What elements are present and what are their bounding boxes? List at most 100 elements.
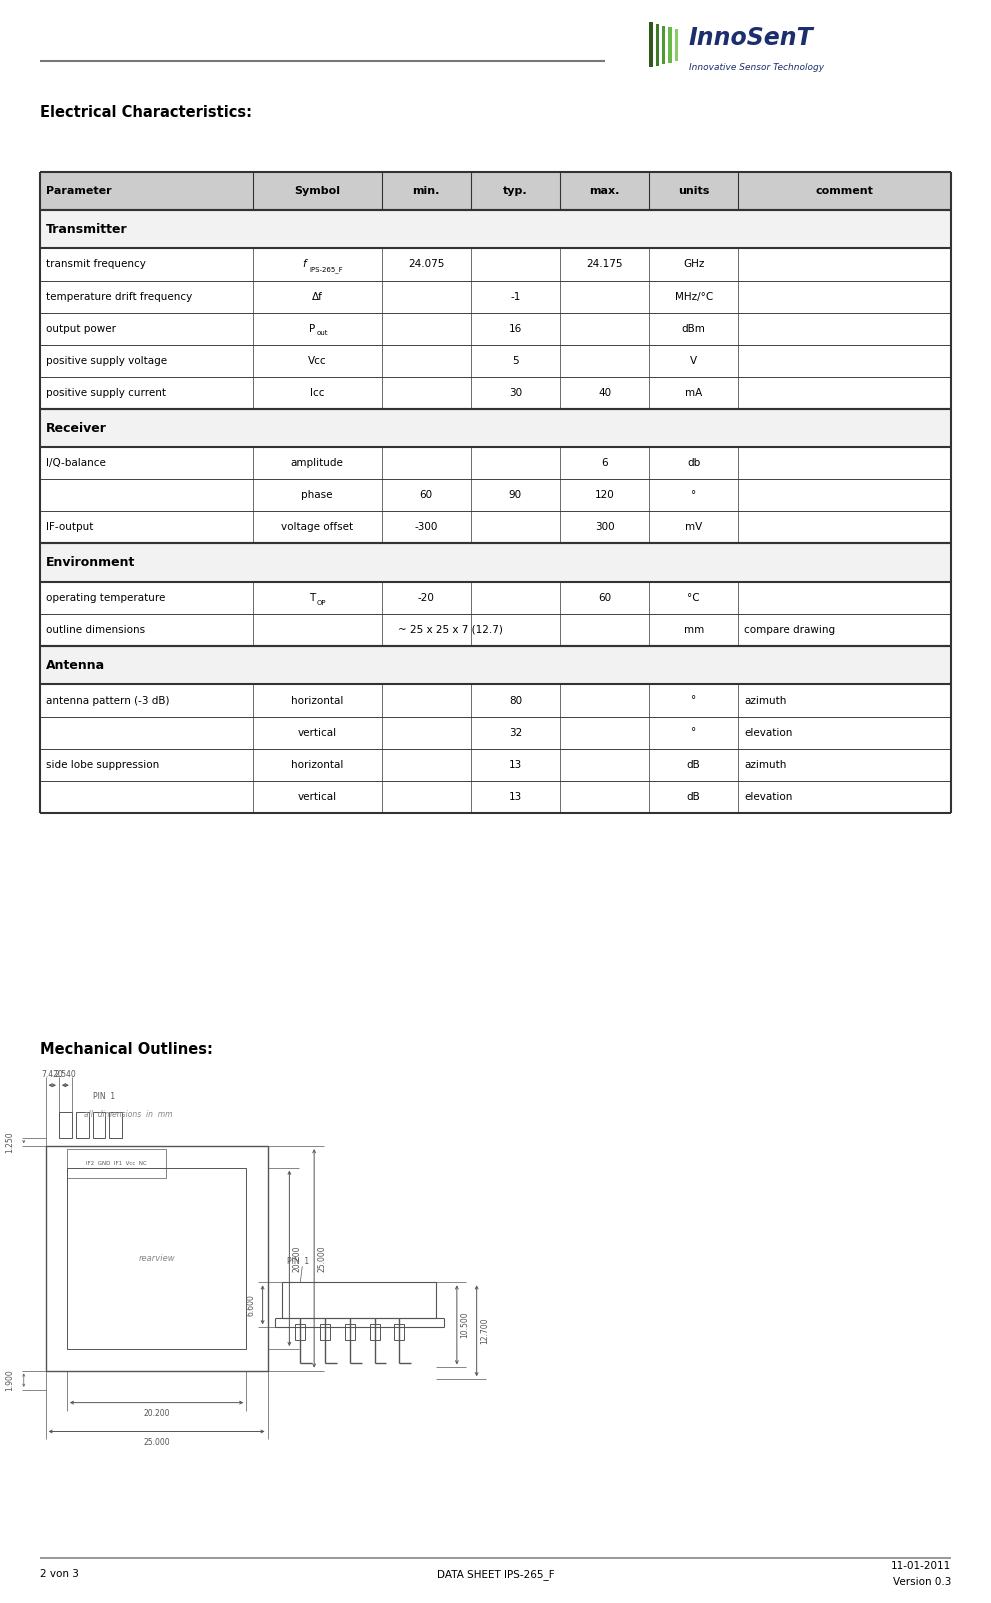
Text: ~ 25 x 25 x 7 (12.7): ~ 25 x 25 x 7 (12.7) [398, 625, 503, 635]
Text: dBm: dBm [682, 324, 706, 333]
Text: GHz: GHz [683, 260, 705, 269]
Text: Transmitter: Transmitter [46, 223, 127, 236]
Text: dB: dB [687, 792, 701, 802]
Text: temperature drift frequency: temperature drift frequency [46, 292, 192, 301]
Text: Vcc: Vcc [308, 356, 326, 365]
Text: 40: 40 [598, 388, 611, 398]
Text: Δf: Δf [312, 292, 322, 301]
Text: 24.075: 24.075 [408, 260, 444, 269]
Text: I/Q-balance: I/Q-balance [46, 458, 105, 468]
Bar [370, 1324, 380, 1340]
Text: output power: output power [46, 324, 116, 333]
Bar [320, 1324, 330, 1340]
Text: Icc: Icc [310, 388, 324, 398]
Text: typ.: typ. [503, 186, 527, 196]
Bar [40, 511, 951, 543]
Bar [40, 409, 951, 447]
Bar [40, 543, 951, 582]
Bar [394, 1324, 404, 1340]
Text: 1.250: 1.250 [5, 1132, 15, 1153]
Text: db: db [687, 458, 701, 468]
Bar [675, 29, 678, 61]
Bar [649, 22, 652, 67]
Text: PIN  1: PIN 1 [92, 1092, 115, 1101]
Text: mA: mA [685, 388, 703, 398]
Bar [40, 345, 951, 377]
Text: elevation: elevation [744, 792, 793, 802]
Text: horizontal: horizontal [291, 760, 343, 769]
Text: min.: min. [412, 186, 440, 196]
Text: comment: comment [816, 186, 874, 196]
Bar [40, 646, 951, 684]
Bar [282, 1282, 436, 1318]
Text: antenna pattern (-3 dB): antenna pattern (-3 dB) [46, 696, 169, 705]
Text: 12.700: 12.700 [480, 1318, 490, 1343]
Text: OP: OP [316, 600, 326, 606]
Text: 300: 300 [595, 523, 614, 532]
Text: side lobe suppression: side lobe suppression [46, 760, 159, 769]
Text: T: T [309, 593, 315, 603]
Bar [345, 1324, 355, 1340]
Bar [40, 172, 951, 210]
Text: -1: -1 [510, 292, 520, 301]
Text: 20.200: 20.200 [292, 1246, 302, 1271]
Text: transmit frequency: transmit frequency [46, 260, 146, 269]
Text: DATA SHEET IPS-265_F: DATA SHEET IPS-265_F [437, 1569, 554, 1579]
Text: voltage offset: voltage offset [281, 523, 353, 532]
Text: Parameter: Parameter [46, 186, 111, 196]
Text: IF2  GND  IF1  Vcc  NC: IF2 GND IF1 Vcc NC [86, 1161, 147, 1167]
Text: °: ° [691, 491, 697, 500]
Bar [40, 377, 951, 409]
Text: 25.000: 25.000 [317, 1246, 327, 1271]
Text: Electrical Characteristics:: Electrical Characteristics: [40, 104, 252, 120]
Text: phase: phase [301, 491, 333, 500]
Text: azimuth: azimuth [744, 760, 787, 769]
Text: 25.000: 25.000 [144, 1438, 169, 1448]
Text: 5: 5 [512, 356, 518, 365]
Bar [40, 614, 951, 646]
Bar [40, 248, 951, 281]
Text: °: ° [691, 728, 697, 737]
Bar [40, 313, 951, 345]
Text: Innovative Sensor Technology: Innovative Sensor Technology [689, 63, 824, 72]
Bar [668, 27, 672, 63]
Bar [67, 1149, 165, 1178]
Text: 30: 30 [508, 388, 522, 398]
Text: amplitude: amplitude [290, 458, 344, 468]
Text: IF-output: IF-output [46, 523, 93, 532]
Text: Antenna: Antenna [46, 659, 105, 672]
Bar [40, 749, 951, 781]
Text: mm: mm [684, 625, 704, 635]
Bar [40, 210, 951, 248]
Text: 6.600: 6.600 [246, 1294, 256, 1316]
Bar [58, 1112, 71, 1138]
Bar [109, 1112, 122, 1138]
Text: elevation: elevation [744, 728, 793, 737]
Text: f: f [302, 260, 306, 269]
Text: Receiver: Receiver [46, 422, 106, 434]
Text: horizontal: horizontal [291, 696, 343, 705]
Text: operating temperature: operating temperature [46, 593, 165, 603]
Text: units: units [678, 186, 710, 196]
Text: compare drawing: compare drawing [744, 625, 835, 635]
Bar [40, 717, 951, 749]
Text: positive supply voltage: positive supply voltage [46, 356, 166, 365]
Text: 6: 6 [602, 458, 607, 468]
Bar [67, 1167, 246, 1350]
Bar [656, 24, 659, 66]
Text: 16: 16 [508, 324, 522, 333]
Text: 2.540: 2.540 [55, 1069, 76, 1079]
Text: 20.200: 20.200 [144, 1409, 169, 1419]
Text: vertical: vertical [297, 792, 337, 802]
Text: 2 von 3: 2 von 3 [40, 1569, 78, 1579]
Text: 13: 13 [508, 760, 522, 769]
Text: InnoSenT: InnoSenT [689, 27, 814, 50]
Text: Mechanical Outlines:: Mechanical Outlines: [40, 1042, 212, 1058]
Text: 13: 13 [508, 792, 522, 802]
Bar [92, 1112, 105, 1138]
Text: 60: 60 [598, 593, 611, 603]
Text: 120: 120 [595, 491, 614, 500]
Text: positive supply current: positive supply current [46, 388, 165, 398]
Bar [75, 1112, 88, 1138]
Text: max.: max. [590, 186, 619, 196]
